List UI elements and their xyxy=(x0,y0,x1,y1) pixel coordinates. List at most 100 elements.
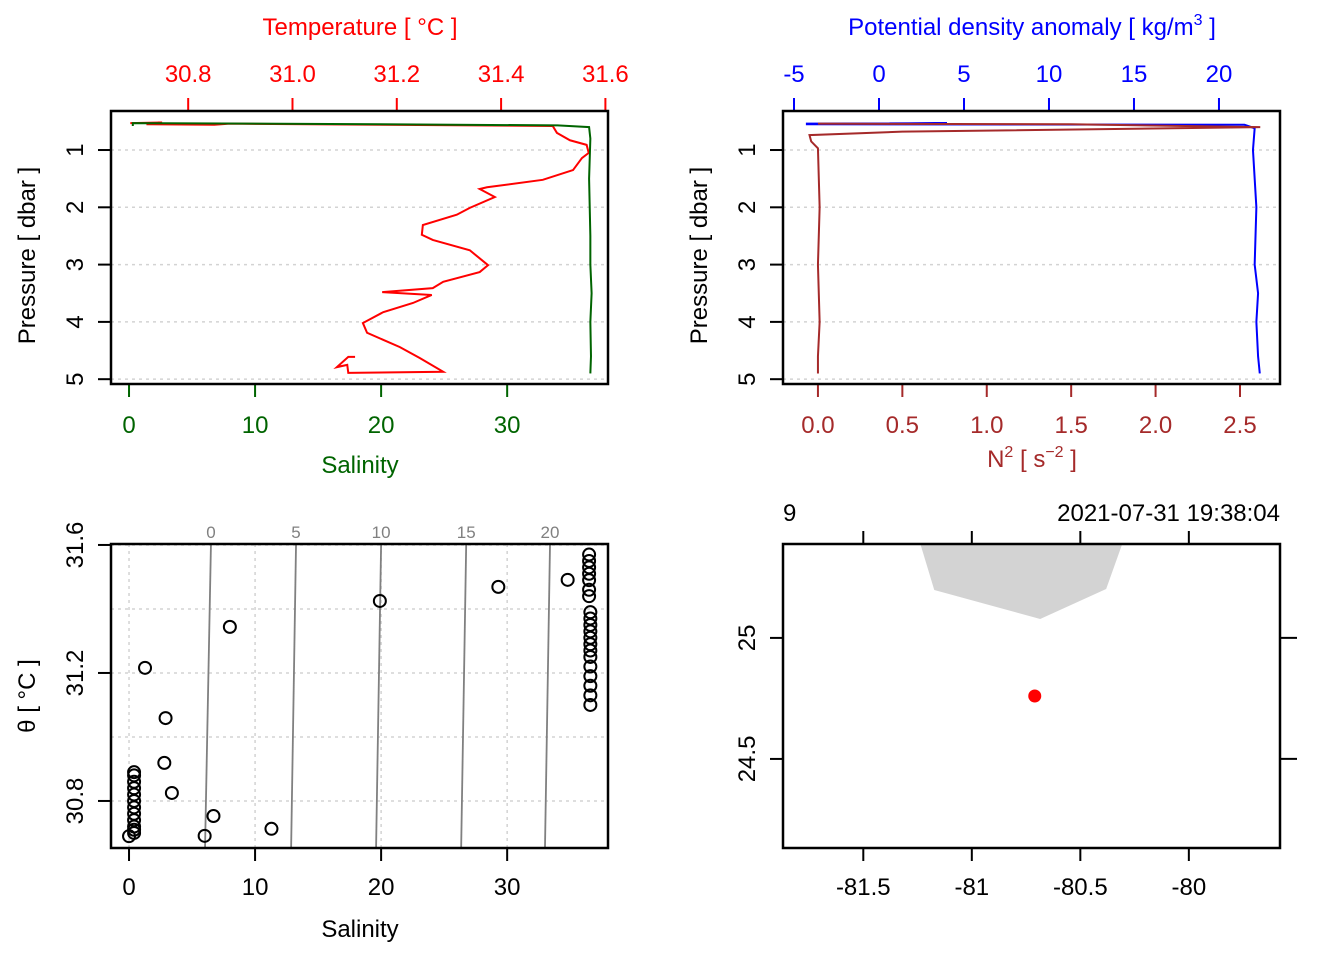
x-tick-label: -81.5 xyxy=(836,874,891,901)
label-part: Potential density anomaly [ kg/m xyxy=(848,14,1194,41)
label-part: [ s xyxy=(1013,446,1045,473)
y-tick-label: 1 xyxy=(734,143,761,156)
y-axis-label: Pressure [ dbar ] xyxy=(686,167,713,344)
x-tick-label: 0 xyxy=(122,874,135,901)
y-tick-label: 4 xyxy=(62,315,89,328)
ts-point xyxy=(582,582,597,597)
ts-point xyxy=(127,774,142,789)
isopycnal-label: 10 xyxy=(372,523,391,542)
station-time: 2021-07-31 19:38:04 xyxy=(1057,500,1280,527)
top-tick-label: 5 xyxy=(957,61,970,88)
ts-point xyxy=(582,589,597,604)
label-part: N xyxy=(987,446,1004,473)
ts-point xyxy=(583,643,598,658)
ts-point xyxy=(560,572,575,587)
ts-point xyxy=(583,688,598,703)
bottom-tick-label: 1.0 xyxy=(970,412,1003,439)
plot-frame xyxy=(109,542,610,850)
bottom-tick-label: 30 xyxy=(494,412,521,439)
top-tick-label: 31.2 xyxy=(373,61,420,88)
profile-TS-panel: 1 2 3 4 5 Pressure [ dbar ] 30.8 31.0 31.2 31.4 31… xyxy=(14,14,629,479)
bottom-axis-label: N2 [ s−2 ] xyxy=(987,444,1077,473)
y-tick-label: 24.5 xyxy=(734,736,761,783)
isopycnal-label: 20 xyxy=(541,523,560,542)
series-temperature xyxy=(130,121,590,374)
isopycnal-line xyxy=(460,543,468,849)
y-tick-label: 5 xyxy=(734,373,761,386)
plot-frame xyxy=(781,109,1282,386)
ts-point xyxy=(372,593,387,608)
y-axis-label: Pressure [ dbar ] xyxy=(14,167,41,344)
ts-point xyxy=(582,566,597,581)
ts-point xyxy=(127,765,142,780)
bottom-tick-label: 0.5 xyxy=(886,412,919,439)
top-axis-label: Temperature [ °C ] xyxy=(263,14,458,41)
ts-point xyxy=(583,678,598,693)
ts-point xyxy=(138,660,153,675)
ts-point xyxy=(583,649,598,664)
station-id: 9 xyxy=(783,500,796,527)
y-tick-label: 25 xyxy=(734,625,761,652)
top-tick-label: 30.8 xyxy=(165,61,212,88)
x-tick-label: 10 xyxy=(242,874,269,901)
station-map-panel: -81.5 -81 -80.5 -80 24.5 25 9 2021-07-31 19:38:… xyxy=(734,500,1297,901)
x-tick-label: -80.5 xyxy=(1053,874,1108,901)
x-tick-label: 20 xyxy=(368,874,395,901)
x-tick-label: -80 xyxy=(1172,874,1207,901)
y-tick-label: 2 xyxy=(734,201,761,214)
top-tick-label: -5 xyxy=(783,61,804,88)
isopycnal-label: 0 xyxy=(206,523,215,542)
top-axis-label: Potential density anomaly [ kg/m3 ] xyxy=(848,12,1216,41)
ts-point xyxy=(264,821,279,836)
isopycnal-label: 5 xyxy=(291,523,300,542)
ts-point xyxy=(583,697,598,712)
bottom-tick-label: 2.5 xyxy=(1223,412,1256,439)
plot-frame xyxy=(109,109,610,386)
ts-point xyxy=(127,822,142,837)
bottom-tick-label: 20 xyxy=(368,412,395,439)
label-part: ] xyxy=(1064,446,1077,473)
ts-point xyxy=(583,669,598,684)
ts-point xyxy=(222,619,237,634)
x-tick-label: -81 xyxy=(954,874,989,901)
label-superscript: 2 xyxy=(1004,444,1013,461)
isopycnal-label: 15 xyxy=(457,523,476,542)
isopycnal-line xyxy=(290,543,297,849)
y-tick-label: 31.6 xyxy=(62,522,89,569)
y-tick-label: 1 xyxy=(62,143,89,156)
y-tick-label: 5 xyxy=(62,373,89,386)
y-tick-label: 31.2 xyxy=(62,650,89,697)
top-tick-label: 0 xyxy=(872,61,885,88)
label-superscript: −2 xyxy=(1045,444,1063,461)
ts-point xyxy=(157,755,172,770)
bottom-tick-label: 0.0 xyxy=(801,412,834,439)
isopycnal-line xyxy=(204,543,212,849)
bottom-axis-label: Salinity xyxy=(321,452,398,479)
ts-point xyxy=(582,573,597,588)
series-n2 xyxy=(808,122,1261,374)
ts-point xyxy=(158,711,173,726)
ts-point xyxy=(491,579,506,594)
ts-point xyxy=(583,659,598,674)
label-superscript: 3 xyxy=(1194,12,1203,29)
ts-point xyxy=(206,809,221,823)
top-tick-label: 10 xyxy=(1036,61,1063,88)
isopycnal-line xyxy=(544,543,551,849)
ts-point xyxy=(197,828,212,843)
y-tick-label: 3 xyxy=(734,258,761,271)
top-tick-label: 31.0 xyxy=(269,61,316,88)
plot-frame xyxy=(781,542,1282,850)
label-part: ] xyxy=(1203,14,1216,41)
bottom-tick-label: 10 xyxy=(242,412,269,439)
ts-diagram-panel: 0 10 20 30 30.8 31.2 31.6 0 5 10 15 20 Salinity θ [ °… xyxy=(14,522,610,943)
y-tick-label: 2 xyxy=(62,201,89,214)
y-tick-label: 4 xyxy=(734,315,761,328)
bottom-tick-label: 2.0 xyxy=(1139,412,1172,439)
bottom-tick-label: 1.5 xyxy=(1054,412,1087,439)
top-tick-label: 31.4 xyxy=(478,61,525,88)
ts-point xyxy=(164,785,179,800)
profile-density-N2-panel: 1 2 3 4 5 Pressure [ dbar ] -5 0 5 10 15 20 0.0 0.5 1.… xyxy=(686,12,1282,473)
bottom-tick-label: 0 xyxy=(122,412,135,439)
y-axis-label: θ [ °C ] xyxy=(14,659,41,733)
